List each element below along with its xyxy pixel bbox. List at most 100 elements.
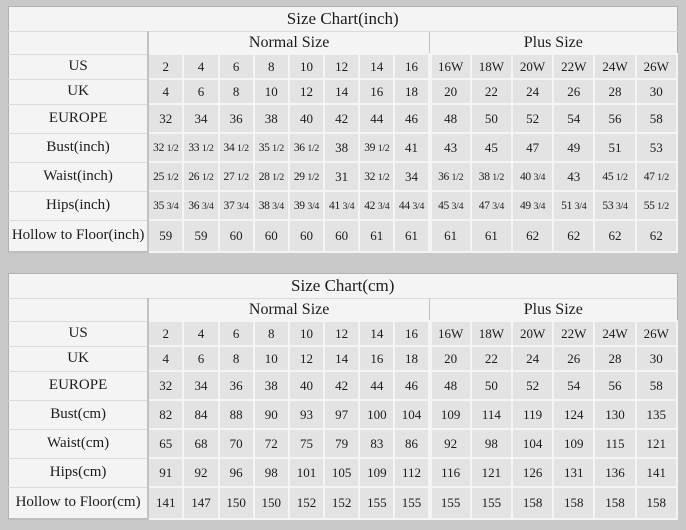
table-title-row: Size Chart(inch) [8, 6, 677, 32]
size-cell: 158 [510, 486, 555, 520]
size-cell: 44 3/4 [393, 190, 431, 221]
size-cell: 55 1/2 [634, 190, 679, 221]
size-cell: 6 [182, 78, 220, 105]
size-cell: 28 1/2 [252, 161, 290, 192]
row-label: US [8, 54, 150, 79]
size-cell: 86 [393, 428, 431, 459]
size-cell: 6 [217, 320, 255, 347]
size-cell: 28 [593, 78, 637, 105]
table-row: EUROPE 32 34 36 38 40 42 44 46 48 50 52 54 56 58 [8, 103, 679, 134]
size-cell: 104 [510, 428, 555, 459]
size-cell: 158 [593, 486, 637, 520]
table-row: UK 4 6 8 10 12 14 16 18 20 22 24 26 28 30 [8, 345, 679, 372]
size-cell: 44 [358, 103, 396, 134]
row-label: US [8, 321, 150, 346]
fraction: 3/4 [237, 200, 249, 212]
fraction: 3/4 [615, 200, 628, 212]
size-cell: 38 3/4 [252, 190, 290, 221]
fraction: 3/4 [342, 200, 355, 212]
size-cell: 126 [510, 457, 555, 488]
size-cell: 54 [552, 370, 596, 401]
size-cell: 41 3/4 [323, 190, 361, 221]
size-cell: 16 [358, 78, 396, 105]
size-cell: 16W [427, 53, 472, 80]
size-cell: 136 [593, 457, 637, 488]
fraction: 1/2 [272, 142, 284, 154]
size-cell: 2 [147, 320, 185, 347]
size-cell: 61 [393, 219, 431, 253]
table-row: EUROPE 32 34 36 38 40 42 44 46 48 50 52 54 56 58 [8, 370, 679, 401]
size-cell: 59 [147, 219, 185, 253]
size-cell: 43 [427, 132, 472, 163]
size-cell: 49 3/4 [510, 190, 555, 221]
size-cell: 14 [323, 345, 361, 372]
size-cell: 39 3/4 [287, 190, 326, 221]
row-label: EUROPE [8, 370, 150, 400]
group-header-row: Normal Size Plus Size [8, 31, 677, 55]
size-cell: 16 [358, 345, 396, 372]
size-cell: 155 [358, 486, 396, 520]
size-cell: 22 [469, 345, 513, 372]
size-cell: 82 [147, 399, 185, 430]
row-label: EUROPE [8, 103, 150, 133]
size-cell: 101 [287, 457, 326, 488]
size-cell: 12 [287, 345, 326, 372]
fraction: 3/4 [166, 200, 179, 212]
table-row: Waist(inch) 25 1/2 26 1/2 27 1/2 28 1/2 29 1/… [8, 161, 679, 192]
fraction: 3/4 [533, 171, 546, 183]
size-cell: 150 [217, 486, 255, 520]
size-cell: 10 [252, 345, 290, 372]
size-cell: 38 [252, 103, 290, 134]
size-cell: 79 [323, 428, 361, 459]
size-cell: 28 [593, 345, 637, 372]
size-cell: 104 [393, 399, 431, 430]
size-cell: 4 [182, 53, 220, 80]
size-cell: 34 1/2 [217, 132, 255, 163]
row-label: Hips(inch) [8, 190, 150, 220]
table-row: UK 4 6 8 10 12 14 16 18 20 22 24 26 28 30 [8, 78, 679, 105]
size-cell: 119 [510, 399, 555, 430]
size-cell: 44 [358, 370, 396, 401]
size-cell: 54 [552, 103, 596, 134]
size-chart-cm-table: Size Chart(cm) Normal Size Plus Size US 2… [8, 273, 679, 520]
size-cell: 62 [593, 219, 637, 253]
size-cell: 91 [147, 457, 185, 488]
table-row: Waist(cm) 65 68 70 72 75 79 83 86 92 98 104 109 115 12… [8, 428, 679, 459]
size-cell: 45 1/2 [593, 161, 637, 192]
size-cell: 116 [427, 457, 472, 488]
size-cell: 22W [552, 53, 596, 80]
table-row: Hips(cm) 91 92 96 98 101 105 109 112 116 121 126 131… [8, 457, 679, 488]
fraction: 1/2 [307, 171, 320, 183]
table-row: Hollow to Floor(inch) 59 59 60 60 60 60 61 61 61 6… [8, 219, 679, 253]
table-row: Bust(cm) 82 84 88 90 93 97 100 104 109 114 119 124 13… [8, 399, 679, 430]
size-cell: 115 [593, 428, 637, 459]
plus-size-header: Plus Size [429, 298, 677, 322]
size-cell: 155 [393, 486, 431, 520]
size-cell: 14 [358, 320, 396, 347]
size-cell: 40 3/4 [510, 161, 555, 192]
size-cell: 158 [552, 486, 596, 520]
size-chart-inch-table: Size Chart(inch) Normal Size Plus Size U… [8, 6, 679, 253]
size-cell: 100 [358, 399, 396, 430]
size-cell: 84 [182, 399, 220, 430]
size-cell: 52 [510, 370, 555, 401]
size-cell: 96 [217, 457, 255, 488]
fraction: 1/2 [166, 142, 179, 154]
size-cell: 141 [634, 457, 679, 488]
size-cell: 61 [358, 219, 396, 253]
size-cell: 36 [217, 370, 255, 401]
size-cell: 141 [147, 486, 185, 520]
size-cell: 26 [552, 78, 596, 105]
table-row: US 2 4 6 8 10 12 14 16 16W 18W 20W 22W 24W 26W [8, 53, 679, 80]
size-cell: 59 [182, 219, 220, 253]
size-cell: 10 [287, 320, 326, 347]
size-cell: 16 [393, 320, 431, 347]
fraction: 1/2 [377, 142, 390, 154]
fraction: 1/2 [201, 142, 214, 154]
row-label: UK [8, 78, 150, 104]
row-label: Hollow to Floor(cm) [8, 486, 150, 519]
size-cell: 36 [217, 103, 255, 134]
size-cell: 37 3/4 [217, 190, 255, 221]
size-cell: 16W [427, 320, 472, 347]
size-cell: 92 [182, 457, 220, 488]
